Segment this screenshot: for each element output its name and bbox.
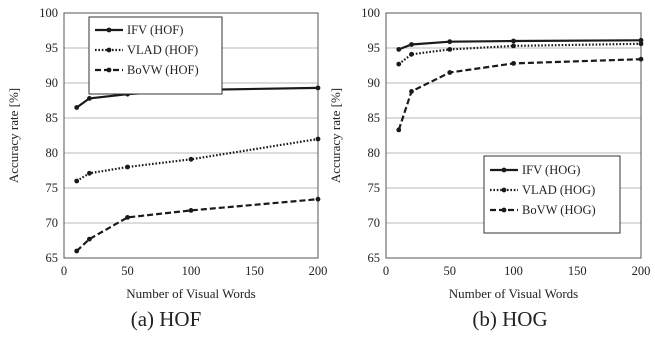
data-point	[316, 197, 321, 202]
y-tick-label: 90	[46, 76, 59, 90]
x-tick-label: 100	[182, 264, 201, 278]
data-point	[447, 70, 452, 75]
data-point	[189, 208, 194, 213]
y-tick-label: 80	[46, 146, 59, 160]
x-tick-label: 0	[383, 264, 389, 278]
legend-label: IFV (HOF)	[127, 23, 183, 37]
y-tick-label: 70	[46, 216, 59, 230]
series-line-vlad	[77, 139, 318, 181]
caption-hog: (b) HOG	[410, 307, 610, 332]
data-point	[396, 47, 401, 52]
y-tick-label: 100	[39, 6, 58, 20]
data-point	[447, 39, 452, 44]
data-point	[639, 41, 644, 46]
data-point	[447, 47, 452, 52]
legend-marker	[107, 68, 112, 73]
x-tick-label: 50	[444, 264, 457, 278]
data-point	[316, 86, 321, 91]
data-point	[511, 61, 516, 66]
legend-marker	[502, 208, 507, 213]
data-point	[511, 39, 516, 44]
x-tick-label: 200	[309, 264, 328, 278]
data-point	[125, 215, 130, 220]
y-tick-label: 85	[368, 111, 381, 125]
x-tick-label: 150	[568, 264, 587, 278]
x-tick-label: 50	[121, 264, 134, 278]
y-tick-label: 75	[46, 181, 59, 195]
series-line-bovw	[399, 59, 641, 130]
y-tick-label: 85	[46, 111, 59, 125]
x-tick-label: 100	[504, 264, 523, 278]
y-tick-label: 90	[368, 76, 381, 90]
x-tick-label: 0	[61, 264, 67, 278]
legend-marker	[502, 188, 507, 193]
data-point	[511, 44, 516, 49]
y-tick-label: 95	[46, 41, 59, 55]
data-point	[74, 105, 79, 110]
data-point	[409, 52, 414, 57]
data-point	[87, 237, 92, 242]
data-point	[396, 127, 401, 132]
x-axis-label: Number of Visual Words	[449, 286, 579, 301]
y-tick-label: 100	[361, 6, 380, 20]
y-tick-label: 95	[368, 41, 381, 55]
data-point	[87, 96, 92, 101]
y-axis-label: Accuracy rate [%]	[6, 88, 21, 183]
data-point	[316, 137, 321, 142]
x-tick-label: 200	[632, 264, 651, 278]
chart-panel-hof: 65 70 75 80 85 90 95 100 0 50 100 150 200 Number of V…	[6, 6, 327, 301]
legend-label: BoVW (HOG)	[522, 203, 596, 217]
data-point	[74, 249, 79, 254]
data-point	[409, 42, 414, 47]
data-point	[74, 179, 79, 184]
y-tick-label: 70	[368, 216, 381, 230]
y-axis-label: Accuracy rate [%]	[328, 88, 343, 183]
legend-marker	[107, 28, 112, 33]
legend-label: VLAD (HOF)	[127, 43, 198, 57]
chart-panel-hog: 65 70 75 80 85 90 95 100 0 50 100 150 200 Number of V…	[328, 6, 650, 301]
data-point	[396, 62, 401, 67]
legend-label: BoVW (HOF)	[127, 63, 199, 77]
figure: 65 70 75 80 85 90 95 100 0 50 100 150 200 Number of V…	[0, 0, 655, 305]
data-point	[125, 165, 130, 170]
caption-hof: (a) HOF	[66, 307, 266, 332]
legend-label: VLAD (HOG)	[522, 183, 595, 197]
y-tick-label: 75	[368, 181, 381, 195]
data-point	[409, 89, 414, 94]
data-point	[87, 171, 92, 176]
y-tick-label: 65	[368, 251, 381, 265]
y-tick-label: 80	[368, 146, 381, 160]
legend-label: IFV (HOG)	[522, 163, 580, 177]
series-line-bovw	[77, 199, 318, 251]
y-tick-label: 65	[46, 251, 59, 265]
legend-marker	[502, 168, 507, 173]
data-point	[639, 57, 644, 62]
x-axis-label: Number of Visual Words	[126, 286, 256, 301]
data-point	[189, 157, 194, 162]
x-tick-label: 150	[245, 264, 264, 278]
legend-marker	[107, 48, 112, 53]
